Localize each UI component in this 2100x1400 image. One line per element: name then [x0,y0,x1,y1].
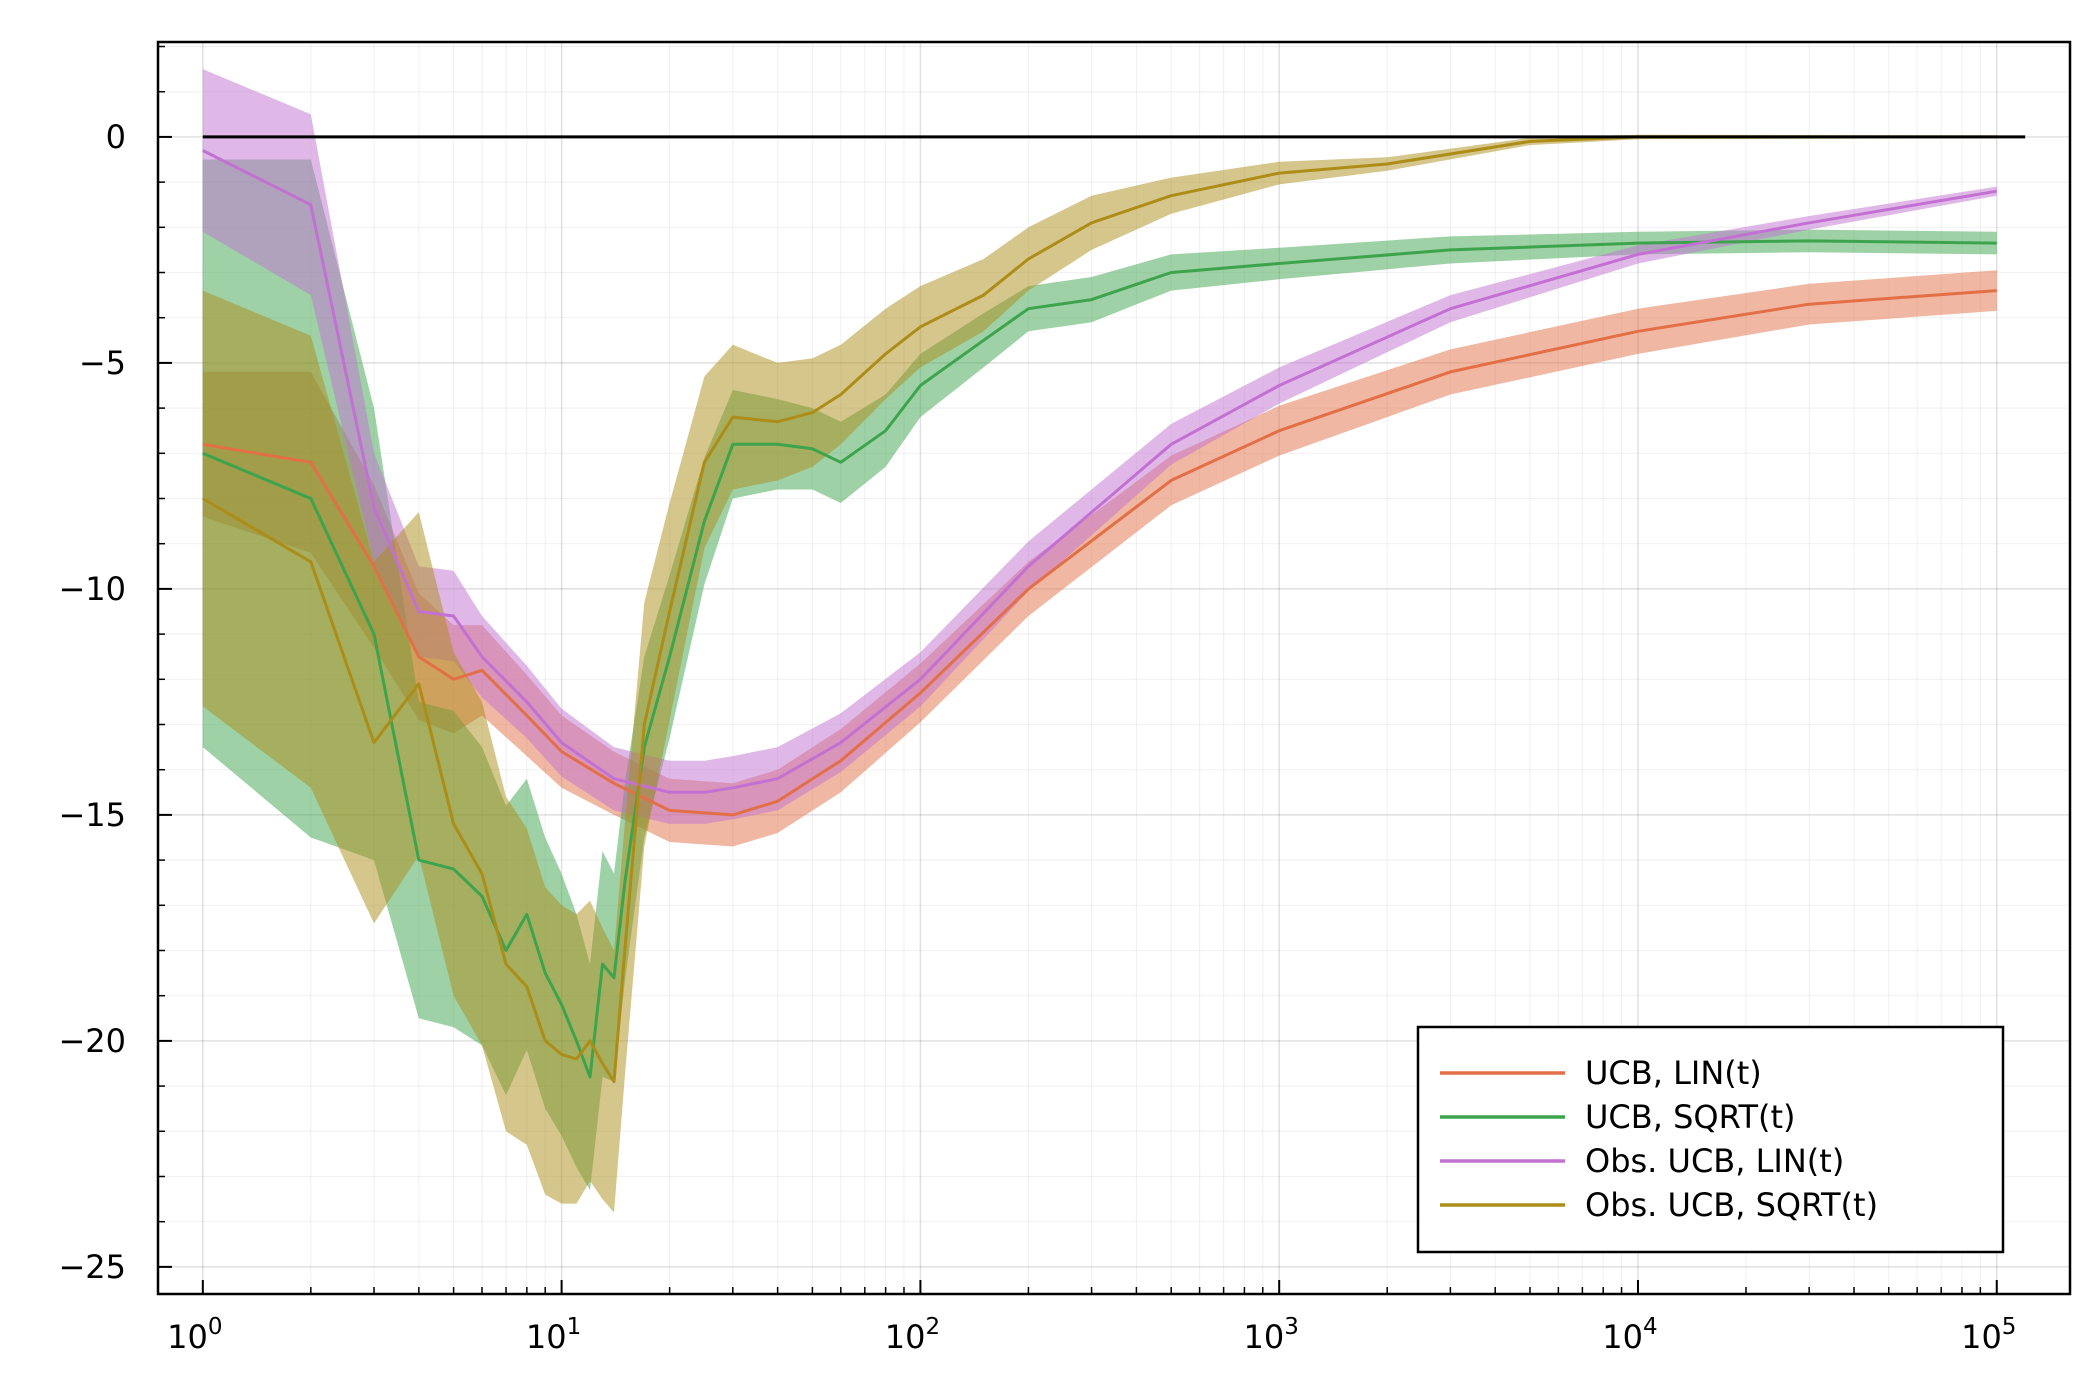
x-tick-label: 102 [885,1314,940,1356]
x-tick-exponent: 3 [1284,1314,1299,1340]
x-tick-base: 10 [167,1318,208,1356]
x-tick-label: 101 [526,1314,581,1356]
series-line-4 [202,135,1997,1084]
series-line-3 [202,149,1998,794]
x-tick-exponent: 5 [2002,1314,2017,1340]
series-lines [202,135,1998,1084]
legend-label: UCB, SQRT(t) [1585,1098,1796,1136]
y-tick-label: −15 [58,796,126,834]
x-tick-base: 10 [526,1318,567,1356]
confidence-band-1 [202,270,1997,847]
legend-box [1416,1025,2005,1254]
x-tick-exponent: 2 [925,1314,940,1340]
legend-label: Obs. UCB, LIN(t) [1585,1142,1844,1180]
x-tick-base: 10 [1244,1318,1285,1356]
y-tick-label: −10 [58,570,126,608]
legend-label: UCB, LIN(t) [1585,1054,1762,1092]
x-tick-exponent: 0 [208,1314,223,1340]
y-tick-label: −25 [58,1248,126,1286]
y-tick-label: 0 [106,118,126,156]
x-tick-base: 10 [885,1318,926,1356]
x-tick-base: 10 [1602,1318,1643,1356]
series-line-1 [202,289,1997,817]
plot-frame [156,40,2072,1296]
x-tick-label: 104 [1602,1314,1657,1356]
legend-label: Obs. UCB, SQRT(t) [1585,1186,1878,1224]
confidence-bands [202,69,1997,1213]
series-line-2 [202,239,1997,1079]
legend: UCB, LIN(t) UCB, SQRT(t) Obs. UCB, LIN(t) O… [1416,1025,2005,1254]
x-tick-exponent: 1 [567,1314,582,1340]
x-tick-label: 100 [167,1314,222,1356]
x-tick-label: 105 [1961,1314,2016,1356]
y-tick-label: −5 [79,344,126,382]
x-tick-exponent: 4 [1643,1314,1658,1340]
y-tick-label: −20 [58,1022,126,1060]
x-tick-base: 10 [1961,1318,2002,1356]
x-tick-label: 103 [1244,1314,1299,1356]
